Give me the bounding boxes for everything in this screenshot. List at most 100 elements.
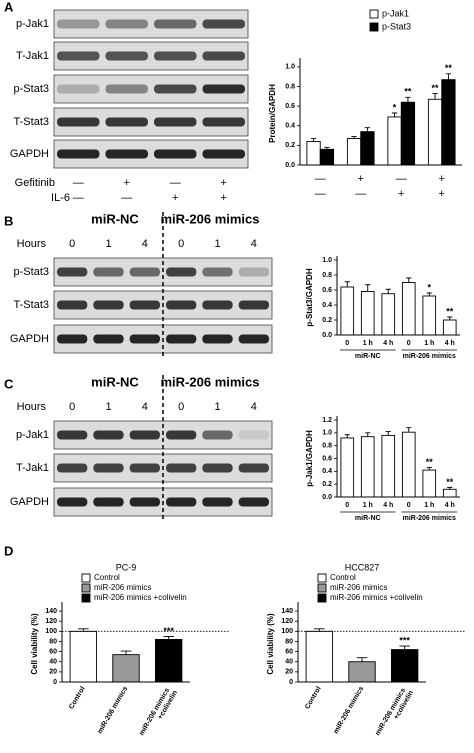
y-tick-label: 1.2	[322, 417, 332, 424]
y-tick-label: 0.4	[322, 302, 332, 309]
bar	[387, 116, 402, 166]
y-tick-label: 60	[49, 648, 57, 655]
blot-band	[57, 84, 100, 94]
group-header: miR-206 mimics	[161, 211, 260, 226]
y-tick-label: 20	[285, 669, 293, 676]
group-label: miR-206 mimics	[403, 515, 456, 522]
y-tick-label: 0.0	[322, 494, 332, 501]
blot-row-label: p-Stat3	[14, 266, 49, 278]
blot-band	[57, 149, 100, 159]
legend-label: miR-206 mimics +colivelin	[94, 593, 187, 602]
blot-band	[202, 19, 245, 29]
bar	[390, 649, 419, 683]
treatment-sign: —	[73, 192, 84, 204]
blot-band	[202, 497, 233, 507]
hours-value: 0	[178, 238, 184, 250]
blot-band	[57, 51, 100, 61]
treatment-sign: —	[73, 177, 84, 189]
y-tick-label: 0.4	[322, 468, 332, 475]
error-bar	[391, 112, 398, 117]
bar	[346, 138, 362, 166]
y-tick-label: 0.0	[285, 162, 295, 169]
blot-band	[105, 84, 148, 94]
hours-value: 0	[69, 401, 75, 413]
y-tick-label: 1.0	[322, 430, 332, 437]
y-tick-label: 40	[49, 659, 57, 666]
blot-band	[57, 463, 88, 473]
blot-band	[129, 300, 160, 310]
chart-title: HCC827	[345, 562, 380, 572]
blot-band	[154, 84, 197, 94]
blot-band	[202, 149, 245, 159]
blot-band	[238, 463, 269, 473]
bar	[306, 141, 321, 166]
legend-label: miR-206 mimics	[330, 583, 387, 592]
blot-band	[202, 463, 233, 473]
legend-swatch	[317, 583, 327, 593]
blot-band	[154, 117, 197, 127]
blot-band	[202, 117, 245, 127]
treatment-sign: —	[396, 173, 407, 185]
treatment-sign: +	[398, 188, 404, 200]
group-label: miR-NC	[355, 353, 381, 360]
blot-band	[129, 334, 160, 344]
error-bar	[406, 427, 412, 433]
x-tick-label: Control	[304, 685, 323, 710]
blot-band	[57, 334, 88, 344]
blot-band	[57, 117, 100, 127]
treatment-sign: +	[358, 173, 364, 185]
x-tick-label: 0	[407, 340, 411, 347]
group-header: miR-NC	[91, 374, 139, 389]
blot-row-label: p-Jak1	[16, 429, 49, 441]
treatment-sign: +	[221, 177, 227, 189]
blot-band	[202, 300, 233, 310]
hours-value: 4	[251, 401, 257, 413]
significance: **	[446, 477, 454, 487]
error-bar	[399, 645, 410, 650]
y-axis-label: Protein/GAPDH	[268, 84, 277, 143]
bar	[422, 295, 437, 336]
y-tick-label: 1.0	[285, 64, 295, 71]
bar	[112, 654, 140, 683]
chart-title: PC-9	[116, 562, 137, 572]
blot-band	[129, 430, 160, 440]
treatment-sign: +	[439, 188, 445, 200]
blot-band	[93, 334, 124, 344]
blot-band	[166, 267, 197, 277]
group-label: miR-206 mimics	[403, 353, 456, 360]
x-tick-label: 1 h	[424, 502, 434, 509]
hours-value: 4	[142, 401, 148, 413]
error-bar	[385, 431, 391, 436]
x-tick-label: 0	[345, 502, 349, 509]
x-tick-label: miR-206 mimics	[333, 685, 366, 735]
error-bar	[445, 73, 452, 80]
significance: ***	[163, 626, 174, 636]
hours-value: 1	[214, 238, 220, 250]
treatment-sign: —	[315, 173, 326, 185]
bar	[401, 431, 416, 498]
bar	[442, 488, 457, 498]
treatment-sign: +	[221, 192, 227, 204]
y-axis-label: Cell viability (%)	[266, 613, 275, 675]
group-header: miR-206 mimics	[161, 374, 260, 389]
bar	[427, 98, 443, 166]
blot-band	[238, 300, 269, 310]
blot-band	[57, 267, 88, 277]
blot-band	[166, 497, 197, 507]
y-tick-label: 0.0	[322, 332, 332, 339]
blot-band	[129, 497, 160, 507]
error-bar	[324, 146, 330, 150]
blot-band	[154, 149, 197, 159]
error-bar	[426, 292, 432, 296]
blot-band	[93, 497, 124, 507]
error-bar	[365, 432, 371, 437]
hours-value: 0	[69, 238, 75, 250]
blot-band	[105, 149, 148, 159]
error-bar	[310, 138, 317, 142]
blot-band	[57, 300, 88, 310]
blot-band	[202, 84, 245, 94]
bar	[348, 661, 376, 683]
blot-band	[154, 19, 197, 29]
bar	[305, 630, 334, 683]
significance: **	[432, 83, 440, 93]
